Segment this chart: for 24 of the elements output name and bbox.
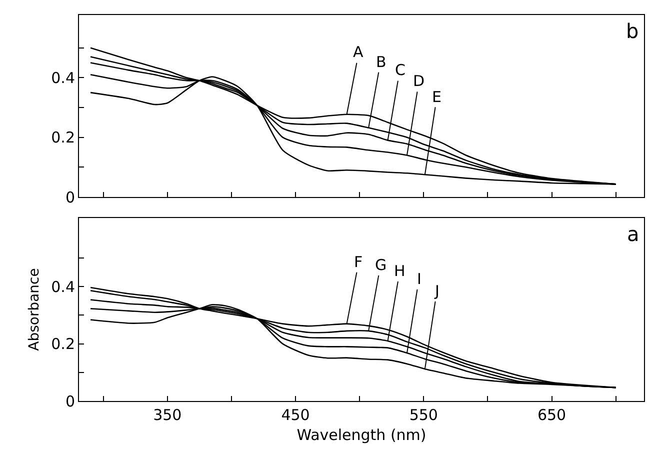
annotation: F: [354, 253, 363, 271]
annotation: J: [434, 282, 440, 300]
y-tick-label: 0: [65, 392, 75, 410]
annotation: C: [395, 61, 406, 79]
annotation: E: [432, 88, 442, 106]
annotation: b: [626, 19, 639, 43]
y-tick-label: 0.4: [51, 278, 75, 296]
x-tick-label: 350: [153, 406, 182, 424]
y-tick-label: 0: [65, 188, 75, 206]
annotation: D: [413, 72, 425, 90]
annotation: B: [376, 53, 386, 71]
x-tick-label: 450: [281, 406, 310, 424]
annotation: H: [394, 262, 406, 280]
x-axis-title: Wavelength (nm): [296, 426, 426, 444]
annotation: a: [627, 222, 640, 246]
x-tick-label: 550: [409, 406, 438, 424]
annotation: I: [417, 270, 422, 288]
y-axis-title: Absorbance: [26, 268, 43, 351]
annotation: A: [353, 43, 364, 61]
y-tick-label: 0.2: [51, 335, 75, 354]
x-tick-label: 650: [537, 406, 566, 424]
y-tick-label: 0.4: [51, 68, 75, 87]
y-tick-label: 0.2: [51, 128, 75, 147]
annotation: G: [375, 256, 387, 274]
